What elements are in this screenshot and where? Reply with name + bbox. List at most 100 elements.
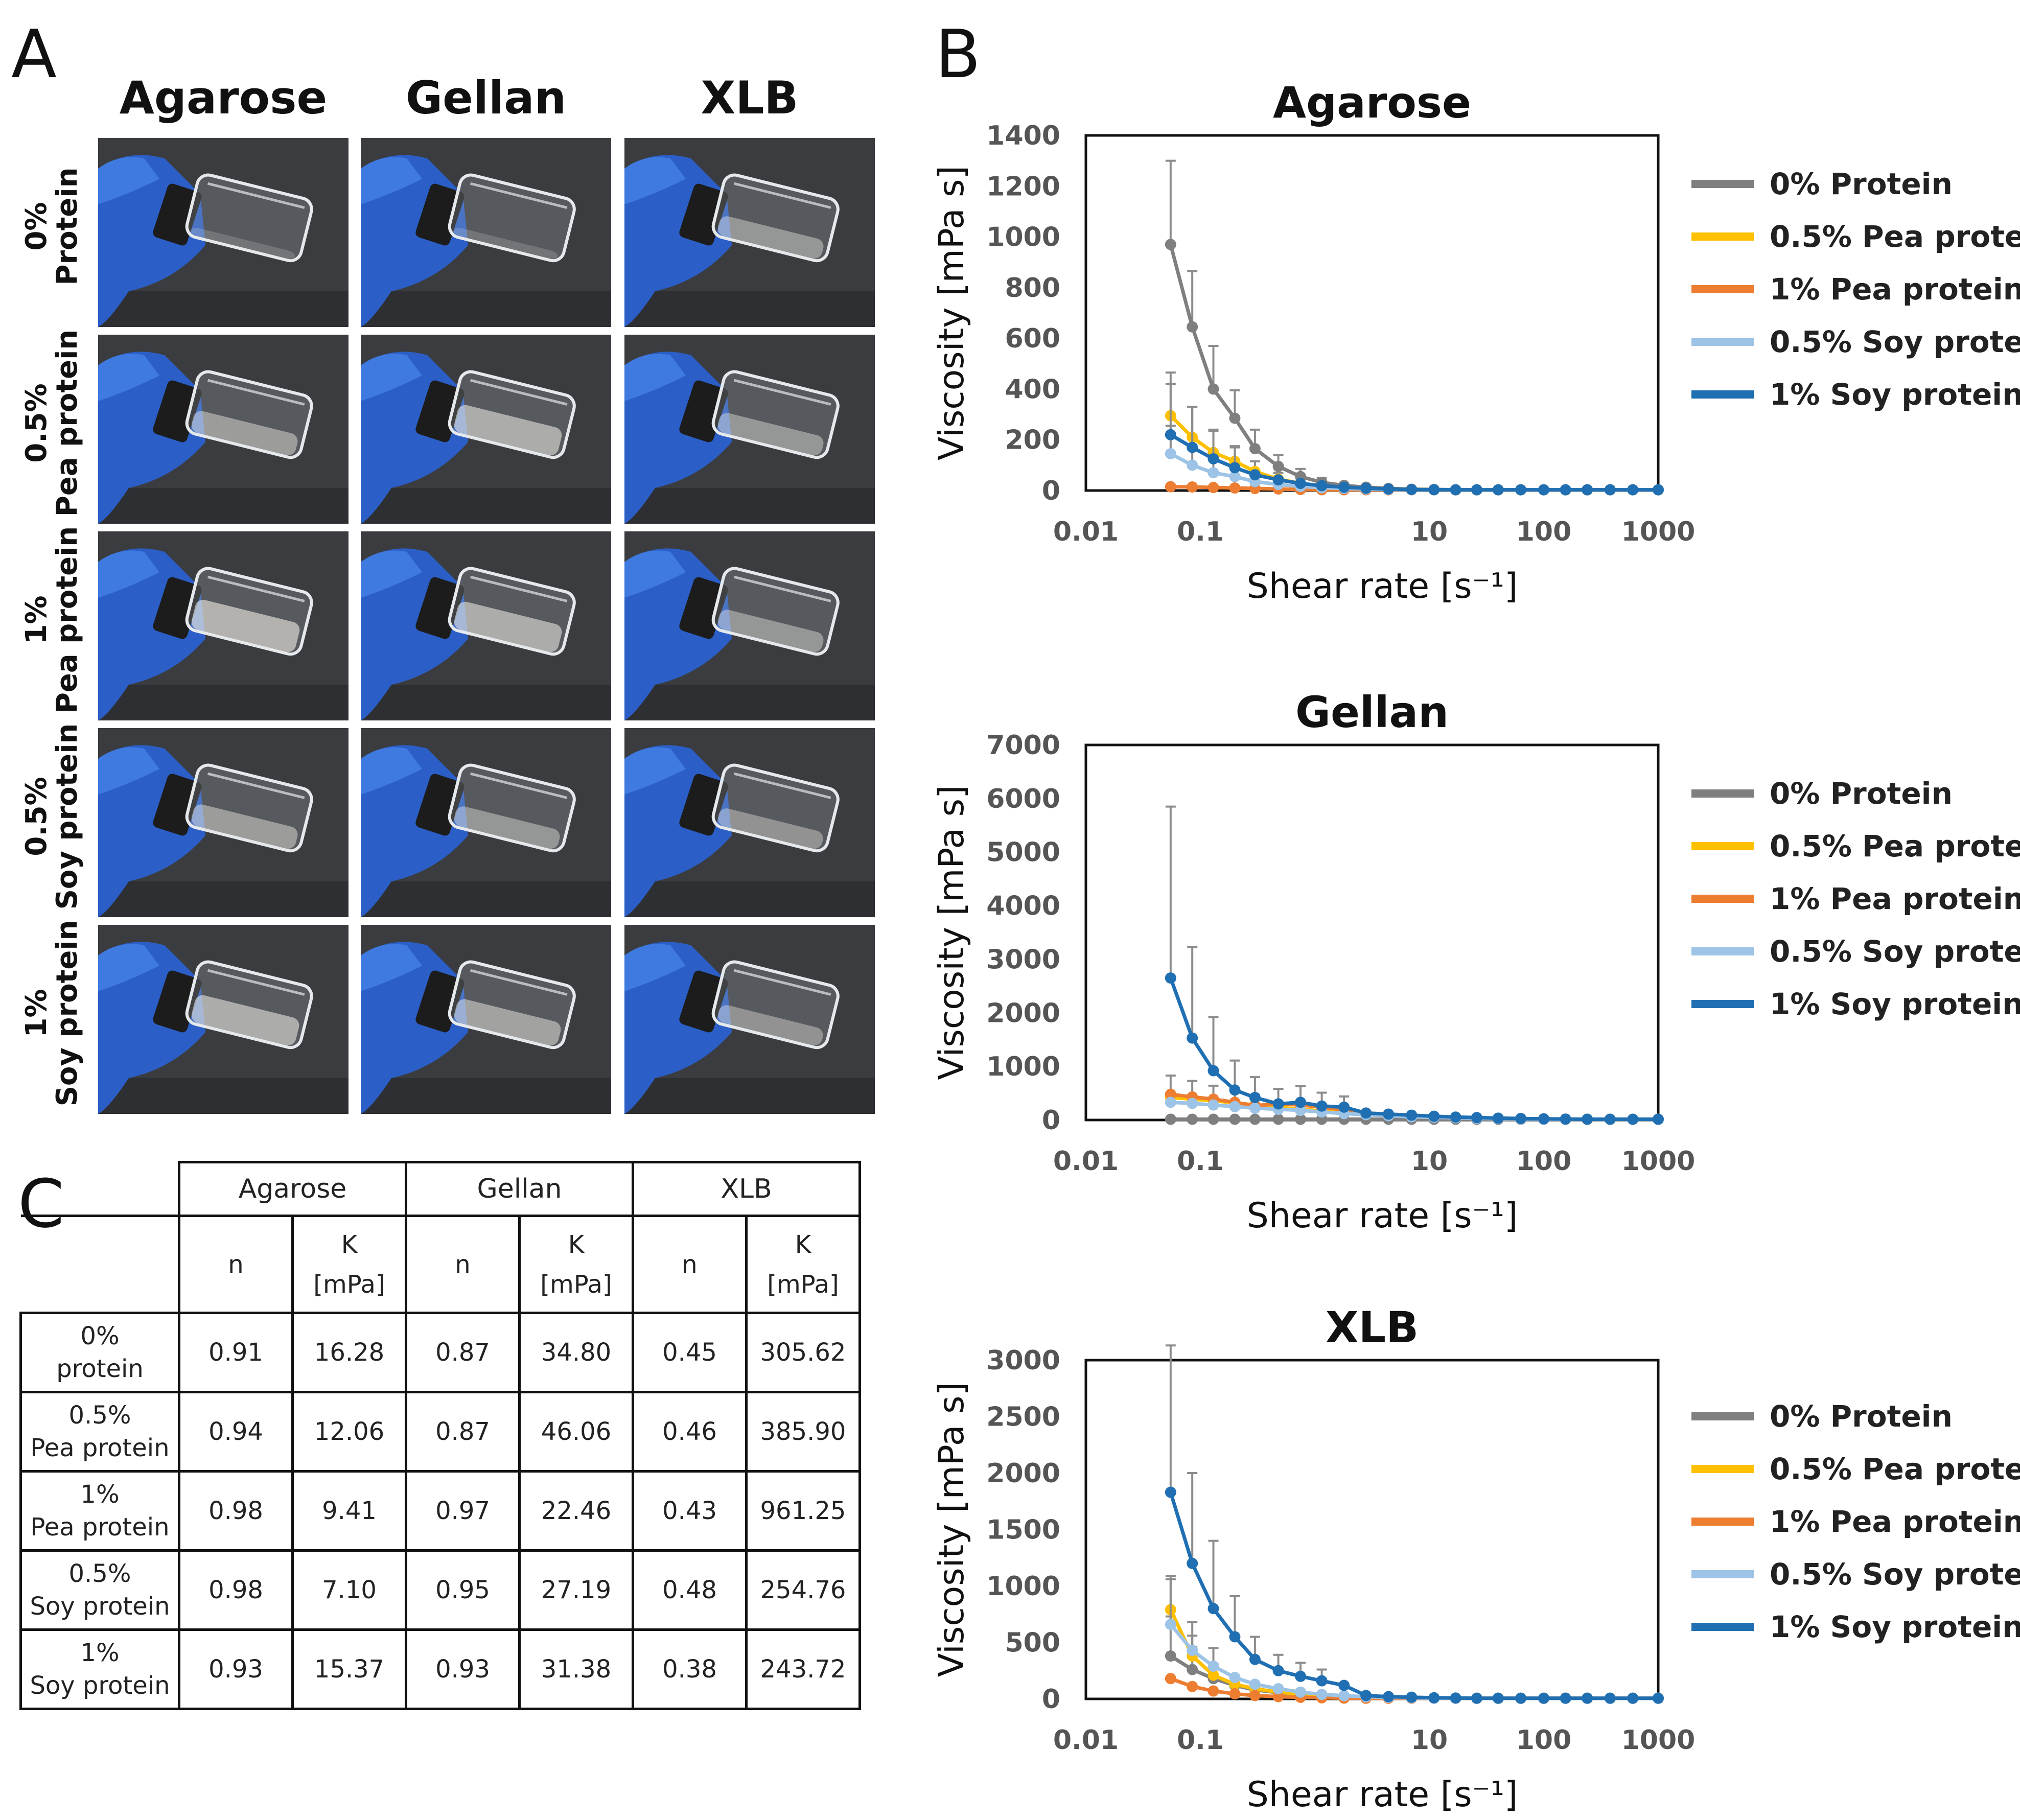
legend-label: 0% Protein [1770,1399,1953,1434]
table-cell: 305.62 [745,1312,861,1393]
data-point [1165,1486,1176,1498]
data-point [1360,482,1372,494]
vial-photo-xlb-row-4 [624,728,875,917]
series-0-protein [1165,1615,1664,1704]
table-row-label: 1% Pea protein [19,1470,180,1552]
data-point [1338,1679,1350,1691]
row-label-line1: 1% [80,1639,120,1667]
vial-photo-agarose-row-3 [98,531,349,720]
panel-a-letter: A [11,15,57,93]
y-tick-label: 600 [1005,323,1060,354]
data-point [1538,1692,1549,1704]
data-point [1338,1690,1350,1701]
data-point [1604,484,1616,496]
data-point [1295,1686,1307,1698]
k-line1: K [795,1230,811,1259]
k-line2: [mPa] [767,1270,839,1299]
y-tick-label: 6000 [986,784,1060,814]
plot-frame [1084,1359,1660,1700]
x-tick-label: 0.01 [1053,517,1119,547]
data-point [1249,469,1261,481]
vial-photo-gellan-row-4 [361,728,611,917]
y-tick-label: 500 [1005,1628,1060,1659]
data-point [1492,1692,1504,1704]
column-header-xlb: XLB [701,72,799,124]
data-point [1515,484,1527,496]
x-axis-label: Shear rate [s⁻¹] [1247,566,1518,606]
data-point [1383,483,1395,495]
table-group-agarose: Agarose [178,1161,407,1217]
legend-label: 1% Pea protein [1770,881,2020,916]
data-point [1187,1644,1198,1656]
table-row: 0% protein 0.91 16.28 0.87 34.80 0.45 305… [19,1312,861,1393]
data-point [1229,412,1241,424]
data-point [1515,1113,1527,1125]
data-point [1208,467,1219,479]
vial-photo-xlb-row-1 [624,138,875,327]
x-tick-label: 0.1 [1177,517,1224,547]
table-row-label: 0.5% Pea protein [19,1391,180,1473]
series-1-soy-protein [1165,383,1664,496]
x-tick-label: 1000 [1621,517,1696,547]
y-tick-label: 200 [1005,425,1060,456]
vial-photo-gellan-row-2 [361,335,611,524]
vial-photo-gellan-row-1 [361,138,611,327]
data-point [1187,481,1198,493]
data-point [1450,1111,1461,1123]
data-point [1272,474,1284,486]
data-point [1165,429,1176,440]
legend-label: 0.5% Soy protein [1770,934,2020,969]
x-tick-label: 1000 [1621,1725,1696,1756]
data-point [1560,484,1571,496]
table-cell: 0.98 [178,1549,294,1631]
legend-label: 1% Soy protein [1770,987,2020,1021]
y-tick-label: 1000 [986,1052,1060,1082]
data-point [1316,1689,1328,1700]
chart-title: XLB [1326,1302,1419,1352]
data-point [1208,1099,1219,1111]
data-point [1187,441,1198,453]
data-point [1165,481,1176,493]
data-point [1229,471,1241,482]
k-line2: [mPa] [313,1270,385,1299]
vial-photo-gellan-row-3 [361,531,611,720]
y-tick-label: 1400 [986,121,1060,151]
table-header-n: n [405,1215,521,1314]
data-point [1165,1088,1176,1100]
data-point [1208,1685,1219,1697]
data-point [1229,462,1241,474]
x-axis-label: Shear rate [s⁻¹] [1247,1196,1518,1236]
row-label-line1: 1% [80,1480,120,1509]
data-point [1560,1692,1571,1704]
data-point [1187,1557,1198,1569]
series-line [1169,1491,1658,1700]
series-line [1169,244,1658,492]
x-axis-label: Shear rate [s⁻¹] [1247,1775,1518,1815]
table-header-n: n [178,1215,294,1314]
data-point [1272,1691,1284,1702]
table-cell: 0.95 [405,1549,521,1631]
row-label-line1: 0.5% [68,1559,131,1588]
vial-photo-agarose-row-2 [98,335,349,524]
y-tick-label: 1500 [986,1515,1060,1546]
table-cell: 34.80 [518,1312,634,1393]
table-cell: 16.28 [291,1312,407,1393]
data-point [1406,1691,1418,1703]
table-cell: 243.72 [745,1628,861,1710]
y-tick-label: 5000 [986,837,1060,868]
data-point [1229,1631,1241,1643]
row-label-line1: 0.5% [68,1401,131,1430]
table-cell: 0.91 [178,1312,294,1393]
data-point [1208,383,1219,395]
table-cell: 7.10 [291,1549,407,1631]
data-point [1187,1664,1198,1675]
table-cell: 0.48 [632,1549,748,1631]
data-point [1165,1650,1176,1662]
table-corner-2 [20,1216,180,1314]
table-cell: 0.87 [405,1391,521,1473]
table-cell: 0.38 [632,1628,748,1710]
data-point [1560,1113,1571,1125]
data-point [1272,1665,1284,1676]
data-point [1338,1101,1350,1113]
data-point [1208,1065,1219,1077]
